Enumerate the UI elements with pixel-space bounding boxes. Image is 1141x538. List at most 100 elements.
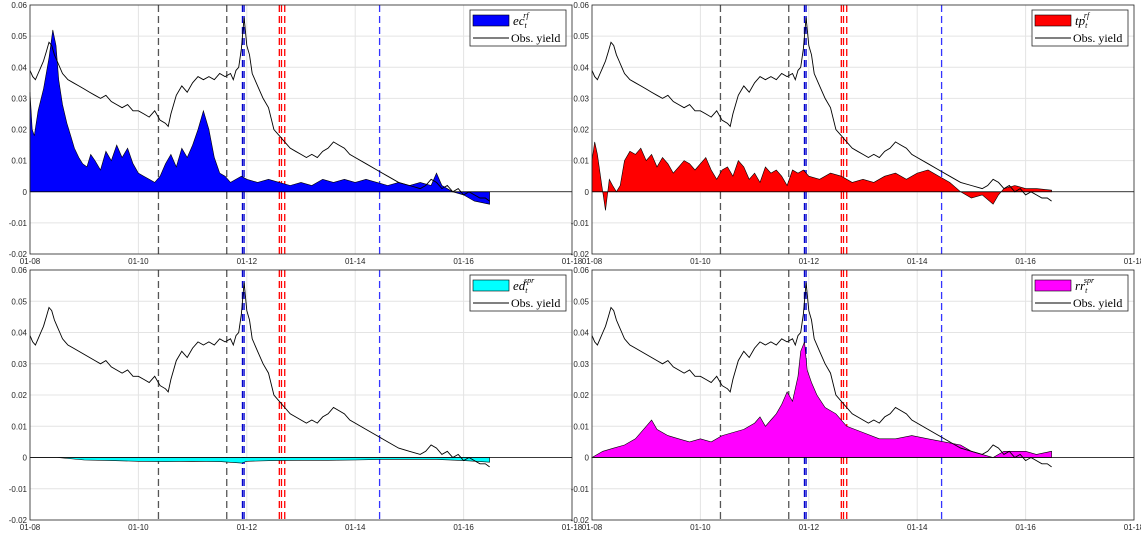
event-lines: [719, 5, 943, 254]
y-tick-label: 0.01: [11, 157, 27, 166]
y-tick-label: -0.01: [571, 219, 590, 228]
y-tick-label: 0.06: [573, 266, 589, 275]
x-tick-label: 01-16: [1015, 523, 1036, 532]
y-tick-label: 0.01: [573, 157, 589, 166]
x-tick-label: 01-10: [128, 257, 149, 266]
y-tick-label: -0.02: [9, 250, 28, 259]
area-series: [30, 457, 490, 464]
legend-swatch: [472, 279, 510, 292]
y-tick-label: 0.05: [11, 32, 27, 41]
x-tick-label: 01-14: [907, 523, 928, 532]
legend-label-base: tp: [1075, 13, 1086, 28]
y-tick-label: 0.04: [573, 63, 589, 72]
legend-label-sup: spr: [1084, 276, 1095, 285]
obs-yield-line: [591, 282, 1052, 468]
y-tick-label: 0.02: [573, 126, 589, 135]
y-tick-label: -0.02: [9, 516, 28, 525]
axes-frame: [591, 4, 1135, 255]
legend-label-sub: t: [525, 21, 528, 30]
legend-label-sup: spr: [524, 276, 535, 285]
panel-ed-spr: 01-08 01-10 01-12 01-14 01-16 01-18 -0.02-0.0…: [9, 266, 583, 532]
y-tick-label: 0.04: [11, 63, 27, 72]
x-axis: 01-08 01-10 01-12 01-14 01-16 01-18: [582, 523, 1141, 532]
y-tick-label: 0.02: [11, 391, 27, 400]
y-tick-label: 0.01: [11, 422, 27, 431]
y-tick-label: -0.02: [571, 250, 590, 259]
legend-label-sub: t: [525, 286, 528, 295]
y-tick-label: -0.01: [9, 485, 28, 494]
y-tick-label: 0.03: [573, 360, 589, 369]
x-tick-label: 01-18: [562, 523, 583, 532]
x-tick-label: 01-12: [799, 257, 820, 266]
legend-label-obs-yield: Obs. yield: [1073, 296, 1122, 310]
legend-label-sup: rf: [1084, 11, 1091, 20]
y-tick-label: 0.03: [11, 94, 27, 103]
legend-label-base: ed: [513, 278, 526, 293]
area-series: [29, 29, 490, 205]
legend-swatch: [1034, 14, 1072, 27]
legend-label-base: ec: [513, 13, 525, 28]
y-tick-label: -0.01: [9, 219, 28, 228]
obs-yield-line: [29, 282, 490, 468]
x-axis: 01-08 01-10 01-12 01-14 01-16 01-18: [20, 257, 583, 266]
y-tick-label: -0.01: [571, 485, 590, 494]
legend-label-sub: t: [1085, 286, 1088, 295]
y-tick-label: 0: [585, 188, 590, 197]
x-tick-label: 01-16: [453, 257, 474, 266]
y-tick-label: 0: [585, 454, 590, 463]
y-tick-label: 0.03: [11, 360, 27, 369]
x-tick-label: 01-10: [690, 523, 711, 532]
y-tick-label: 0.06: [11, 1, 27, 10]
y-tick-label: 0.01: [573, 422, 589, 431]
legend-label-series: edtspr: [513, 276, 535, 295]
y-axis: -0.02 -0.01 0 0.01 0.02 0.03 0.04 0.05 0.06: [9, 266, 28, 525]
y-tick-label: -0.02: [571, 516, 590, 525]
event-lines: [157, 270, 381, 520]
obs-yield-line: [29, 17, 490, 202]
y-tick-label: 0: [23, 188, 28, 197]
x-tick-label: 01-14: [345, 523, 366, 532]
x-tick-label: 01-18: [1124, 257, 1141, 266]
legend-label-obs-yield: Obs. yield: [1073, 31, 1122, 45]
legend-label-sub: t: [1085, 21, 1088, 30]
y-tick-label: 0.02: [573, 391, 589, 400]
legend: ectrf Obs. yield: [469, 9, 567, 47]
y-axis: -0.02 -0.01 0 0.01 0.02 0.03 0.04 0.05 0.06: [571, 1, 590, 259]
obs-yield-line: [591, 17, 1052, 202]
y-tick-label: 0.06: [11, 266, 27, 275]
y-tick-label: 0.02: [11, 126, 27, 135]
y-tick-label: 0.05: [573, 297, 589, 306]
y-tick-label: 0.06: [573, 1, 589, 10]
y-axis: -0.02 -0.01 0 0.01 0.02 0.03 0.04 0.05 0.06: [571, 266, 590, 525]
area-series: [590, 341, 1052, 458]
legend-label-base: rr: [1075, 278, 1086, 293]
x-tick-label: 01-08: [582, 523, 603, 532]
axes-frame: [591, 269, 1135, 521]
y-tick-label: 0.04: [11, 329, 27, 338]
x-tick-label: 01-18: [1124, 523, 1141, 532]
y-tick-label: 0.05: [11, 297, 27, 306]
legend: edtspr Obs. yield: [469, 274, 567, 312]
x-tick-label: 01-16: [1015, 257, 1036, 266]
x-tick-label: 01-18: [562, 257, 583, 266]
x-tick-label: 01-16: [453, 523, 474, 532]
legend-label-sup: rf: [523, 11, 530, 20]
y-tick-label: 0.04: [573, 329, 589, 338]
x-tick-label: 01-12: [237, 257, 258, 266]
event-lines: [157, 5, 381, 254]
axes-frame: [29, 269, 573, 521]
x-tick-label: 01-08: [582, 257, 603, 266]
panel-ec-rf: 01-08 01-10 01-12 01-14 01-16 01-18 -0.02-0.0…: [9, 1, 583, 266]
y-tick-label: 0.05: [573, 32, 589, 41]
y-axis: -0.02 -0.01 0 0.01 0.02 0.03 0.04 0.05 0.06: [9, 1, 28, 259]
y-tick-label: 0: [23, 454, 28, 463]
legend-label-obs-yield: Obs. yield: [511, 296, 560, 310]
x-tick-label: 01-12: [237, 523, 258, 532]
x-tick-label: 01-14: [907, 257, 928, 266]
legend: rrtspr Obs. yield: [1031, 274, 1129, 312]
legend-label-obs-yield: Obs. yield: [511, 31, 560, 45]
x-tick-label: 01-10: [128, 523, 149, 532]
